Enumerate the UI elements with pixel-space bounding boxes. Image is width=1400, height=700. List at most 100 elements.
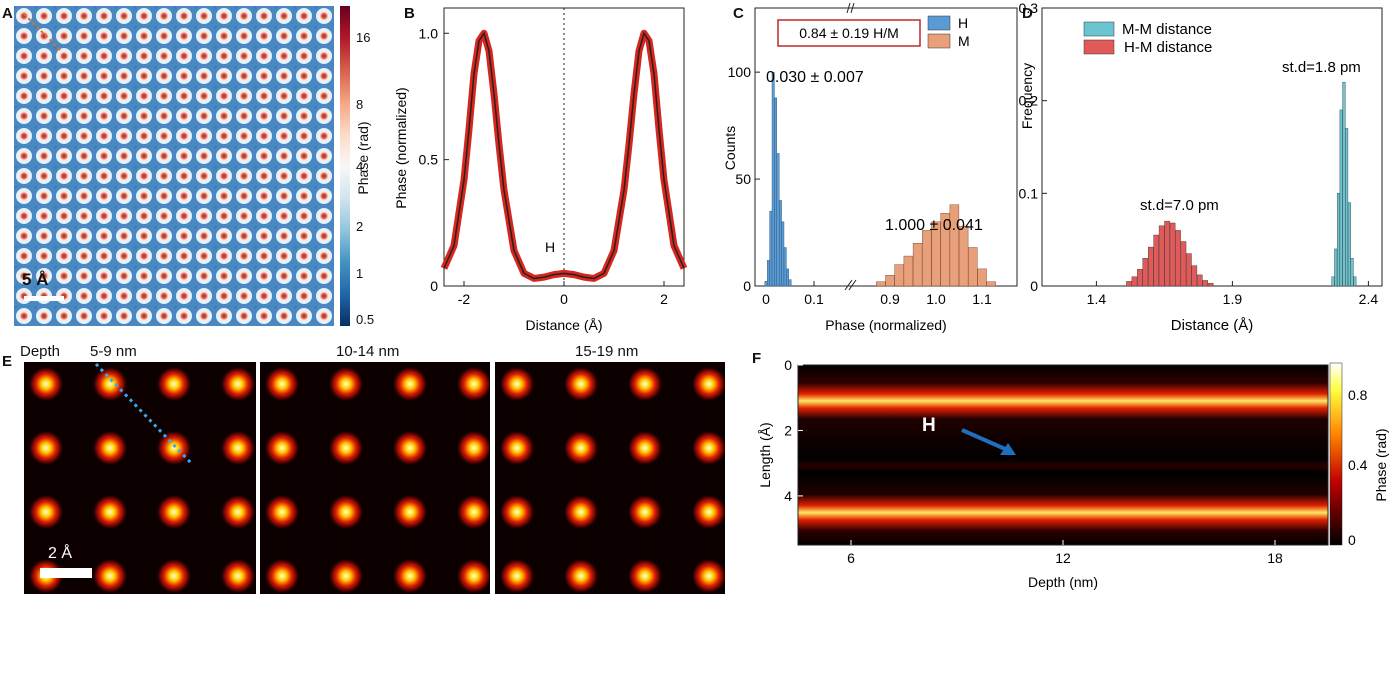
y-tick-label: 0.2	[1019, 93, 1039, 109]
profile-band	[440, 29, 688, 282]
bar-h	[771, 71, 775, 287]
ratio-box	[777, 19, 921, 47]
bar-h	[766, 260, 770, 287]
depth-heatmap: 6 12 18 0 2 4 H Depth (nm) Length (Å) 0.8 0.4…	[757, 357, 1389, 590]
bar-mm	[1345, 128, 1349, 287]
colorbar-tick: 16	[356, 30, 371, 45]
bar-hm	[1147, 246, 1154, 287]
bar-hm	[1175, 230, 1181, 287]
axis-break	[850, 2, 855, 14]
y-tick-label: 0.5	[419, 152, 439, 168]
bar-m	[885, 275, 895, 287]
depth-slice-label: 10-14 nm	[336, 343, 400, 360]
profile-line	[443, 31, 685, 280]
bar-mm	[1334, 248, 1338, 287]
x-tick-label: 12	[1055, 550, 1071, 566]
bar-m	[958, 225, 969, 287]
depth-label: Depth	[20, 343, 61, 360]
depth-slice-label: 5-9 nm	[90, 343, 137, 360]
bar-hm	[1186, 253, 1192, 287]
bar-hm	[1142, 258, 1149, 287]
x-tick-label: 0.1	[804, 291, 824, 307]
h-phase-label: 0.030 ± 0.007	[766, 69, 864, 86]
bar-mm	[1331, 276, 1335, 287]
phase-colorbar	[340, 6, 350, 326]
legend-label-mm: M-M distance	[1122, 21, 1212, 38]
bar-hm	[1207, 283, 1214, 287]
bar-m	[894, 264, 904, 287]
legend-swatch-m	[927, 33, 951, 49]
bar-m	[968, 247, 978, 287]
bar-hm	[1202, 280, 1209, 287]
x-tick-label: 1.9	[1223, 291, 1243, 307]
bar-h	[769, 210, 773, 287]
bar-h	[788, 279, 792, 287]
bar-h	[783, 247, 787, 287]
colorbar-tick: 8	[356, 97, 364, 112]
y-tick-label: 50	[735, 171, 751, 187]
bar-mm	[1347, 202, 1351, 287]
depth-slice-15-19	[495, 362, 725, 594]
y-tick-label: 0	[1030, 278, 1038, 294]
x-tick-label: 1.1	[972, 291, 992, 307]
panel-letter-b: B	[404, 5, 415, 22]
y-tick-label: 1.0	[419, 25, 439, 41]
legend-label-m: M	[958, 33, 970, 49]
scale-bar-label: 5 Å	[22, 270, 49, 289]
x-tick-label: 1.4	[1087, 291, 1107, 307]
bar-hm	[1180, 241, 1187, 287]
x-axis-label: Distance (Å)	[525, 317, 602, 333]
axis-break	[846, 2, 851, 14]
scale-bar	[40, 568, 92, 578]
bar-h	[778, 200, 782, 287]
panel-letter-a: A	[2, 5, 13, 22]
bar-mm	[1350, 258, 1354, 287]
bar-h	[781, 221, 785, 287]
bar-hm	[1137, 269, 1143, 287]
h-arrow-head	[1000, 443, 1016, 455]
bar-hm	[1191, 265, 1198, 287]
x-tick-label: -2	[458, 291, 471, 307]
x-axis-label: Depth (nm)	[1028, 574, 1098, 590]
colorbar-tick: 2	[356, 219, 364, 234]
h-annotation: H	[922, 415, 936, 436]
bar-h	[764, 281, 768, 287]
y-axis-label: Length (Å)	[757, 422, 773, 487]
bar-m	[912, 243, 923, 287]
distance-histogram: 1.4 1.9 2.4 0 0.1 0.2 0.3 M-M distance H-M dis…	[1019, 0, 1383, 334]
y-tick-label: 4	[784, 488, 792, 504]
legend-label-hm: H-M distance	[1124, 39, 1212, 56]
bar-m	[903, 255, 914, 287]
scale-bar-label: 2 Å	[48, 543, 72, 562]
x-tick-label: 2.4	[1359, 291, 1379, 307]
colorbar-tick: 4	[356, 159, 364, 174]
colorbar-tick: 0.5	[356, 312, 375, 327]
x-tick-label: 18	[1267, 550, 1283, 566]
legend-label-h: H	[958, 15, 968, 31]
bar-mm	[1353, 276, 1357, 287]
y-tick-label: 0	[784, 357, 792, 373]
bar-m	[986, 281, 996, 287]
colorbar-tick: 1	[356, 266, 364, 281]
atomic-lattice-map	[14, 6, 334, 326]
bar-mm	[1339, 109, 1343, 287]
bar-hm	[1169, 222, 1176, 287]
y-tick-label: 2	[784, 422, 792, 438]
y-axis-label: Counts	[722, 126, 738, 170]
y-tick-label: 100	[728, 64, 752, 80]
bar-hm	[1164, 220, 1170, 287]
ratio-text: 0.84 ± 0.19 H/M	[799, 25, 899, 41]
axis-break	[848, 279, 857, 291]
panel-letter-f: F	[752, 350, 762, 367]
bar-m	[977, 268, 987, 287]
colorbar-label: Phase (rad)	[1373, 428, 1389, 501]
line-profile-marker	[23, 13, 61, 51]
mm-std-label: st.d=1.8 pm	[1282, 59, 1361, 76]
bar-hm	[1153, 234, 1160, 287]
colorbar-label: Phase (rad)	[355, 121, 371, 195]
bar-m	[922, 230, 932, 287]
h-annotation: H	[545, 239, 555, 255]
bar-h	[786, 268, 790, 287]
hm-std-label: st.d=7.0 pm	[1140, 197, 1219, 214]
